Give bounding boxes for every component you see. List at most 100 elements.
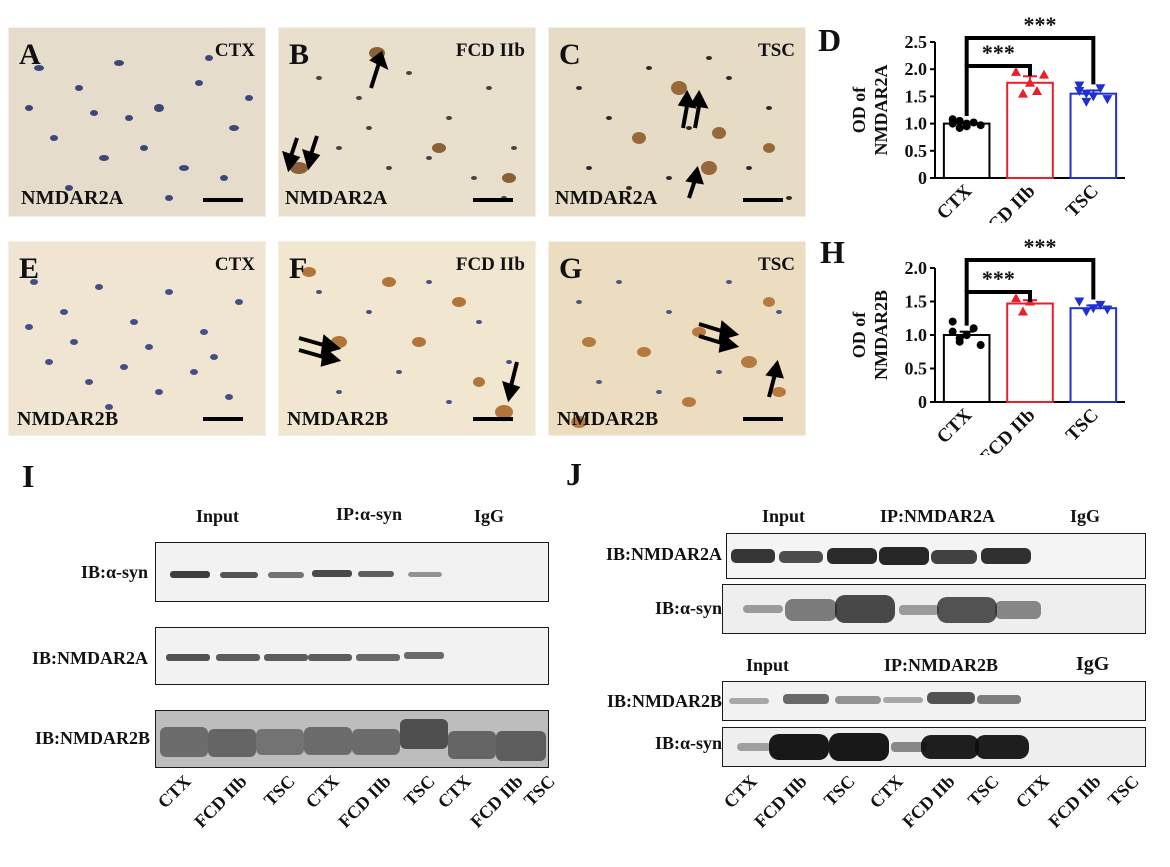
data-point bbox=[955, 123, 964, 132]
blot-j-bands-1 bbox=[731, 547, 1031, 565]
y-axis-label-line2: NMDAR2B bbox=[871, 290, 891, 380]
panel-letter-g: G bbox=[559, 252, 583, 285]
panel-letter-f: F bbox=[289, 252, 308, 285]
x-tick-label: CTX bbox=[933, 180, 976, 223]
data-point bbox=[1088, 92, 1099, 102]
stain-label-g: NMDAR2B bbox=[557, 408, 659, 430]
scale-bar-c bbox=[743, 198, 783, 202]
blot-i-band-nmdar2a bbox=[155, 627, 549, 685]
condition-label-c: TSC bbox=[758, 40, 795, 61]
data-point bbox=[1074, 86, 1085, 96]
scale-bar-b bbox=[473, 198, 513, 202]
stain-label-a: NMDAR2A bbox=[21, 187, 124, 209]
significance-label: *** bbox=[1024, 12, 1057, 37]
scale-bar-f bbox=[473, 417, 513, 421]
panel-letter-c: C bbox=[559, 38, 581, 71]
bar-chart-nmdar2b: 0 0.5 1.0 1.5 2.0 OD of NMDAR2B CTX FCD IIb TSC **… bbox=[849, 234, 1125, 455]
y-tick-label: 1.5 bbox=[905, 292, 928, 312]
scale-bar-g bbox=[743, 417, 783, 421]
y-tick-label: 2.0 bbox=[905, 258, 928, 278]
significance-bracket bbox=[964, 36, 1096, 85]
blot-i-bands-2 bbox=[166, 652, 444, 661]
y-tick-label: 1.0 bbox=[905, 325, 928, 345]
stain-label-f: NMDAR2B bbox=[287, 408, 389, 430]
blot-j-bands-2 bbox=[743, 595, 1041, 623]
blot-i-header-input: Input bbox=[196, 506, 240, 526]
x-tick-label: TSC bbox=[1062, 181, 1103, 222]
data-point bbox=[1018, 306, 1028, 316]
bar bbox=[1006, 81, 1054, 179]
data-point bbox=[955, 334, 964, 343]
y-tick-label: 2.0 bbox=[905, 59, 928, 79]
y-tick-label: 2.5 bbox=[905, 32, 928, 52]
data-point bbox=[948, 327, 957, 336]
x-tick-label: TSC bbox=[1062, 405, 1103, 446]
condition-label-e: CTX bbox=[214, 254, 255, 275]
blot-j-band-asyn-top bbox=[722, 584, 1146, 634]
data-point bbox=[1095, 84, 1106, 94]
panel-letter-b: B bbox=[289, 38, 310, 71]
data-point bbox=[955, 116, 964, 125]
x-tick-label: FCD IIb bbox=[976, 405, 1040, 455]
data-point bbox=[962, 331, 971, 339]
y-tick-label: 1.5 bbox=[905, 86, 928, 106]
bar-chart-nmdar2a: 0 0.5 1.0 1.5 2.0 2.5 OD of NMDAR2A CTX FCD IIb TS… bbox=[849, 12, 1125, 223]
x-tick-label: CTX bbox=[933, 404, 976, 447]
stain-label-c: NMDAR2A bbox=[555, 187, 658, 209]
blot-i-lane-3: TSC bbox=[259, 771, 299, 810]
data-point bbox=[976, 121, 985, 130]
blot-i-band-nmdar2b bbox=[155, 710, 549, 768]
blot-j-header-input-bottom: Input bbox=[746, 655, 790, 675]
panel-letter-e: E bbox=[19, 252, 40, 285]
data-point bbox=[1081, 89, 1092, 99]
y-axis-label-line1: OD of bbox=[849, 311, 869, 359]
y-tick-label: 1.0 bbox=[905, 114, 928, 134]
blot-i-header-igg: IgG bbox=[474, 506, 505, 526]
blot-j-header-input-top: Input bbox=[762, 506, 806, 526]
data-point bbox=[1018, 88, 1028, 98]
blot-j-lane-5: FCD IIb bbox=[898, 771, 959, 832]
data-point bbox=[1039, 69, 1049, 79]
cell-texture-a bbox=[25, 55, 253, 201]
blot-j-band-nmdar2a bbox=[726, 533, 1146, 579]
data-point bbox=[976, 341, 985, 350]
cell-texture-g bbox=[571, 280, 786, 428]
panel-letter-h: H bbox=[820, 234, 845, 270]
scale-bar-e bbox=[203, 417, 243, 421]
condition-label-f: FCD IIb bbox=[455, 254, 525, 275]
y-tick-label: 0.5 bbox=[905, 359, 928, 379]
blot-i-row-label-1: IB:α-syn bbox=[80, 562, 148, 582]
condition-label-a: CTX bbox=[214, 40, 255, 61]
y-tick-label: 0 bbox=[918, 168, 927, 188]
data-point bbox=[1102, 95, 1113, 105]
blot-j-lane-3: TSC bbox=[819, 771, 859, 810]
blot-i-lane-6: TSC bbox=[399, 771, 439, 810]
blot-j-row-label-3: IB:NMDAR2B bbox=[607, 691, 722, 711]
data-point bbox=[1011, 66, 1021, 76]
micrograph-e: E CTX NMDAR2B bbox=[8, 241, 266, 436]
micrograph-a: A CTX NMDAR2A bbox=[8, 27, 266, 217]
blot-j-header-ip-bottom: IP:NMDAR2B bbox=[884, 655, 998, 675]
y-tick-label: 0 bbox=[918, 392, 927, 412]
micrograph-b: B FCD IIb NMDAR2A bbox=[278, 27, 536, 217]
significance-label: *** bbox=[982, 40, 1015, 65]
blot-j-row-label-1: IB:NMDAR2A bbox=[606, 544, 722, 564]
significance-label: *** bbox=[1024, 234, 1057, 259]
data-point bbox=[1011, 293, 1021, 303]
cell-texture-c bbox=[576, 56, 792, 200]
bar bbox=[1069, 92, 1118, 179]
micrograph-f: F FCD IIb NMDAR2B bbox=[278, 241, 536, 436]
condition-label-g: TSC bbox=[758, 254, 795, 275]
blot-j-lane-6: TSC bbox=[963, 771, 1003, 810]
micrograph-g: G TSC NMDAR2B bbox=[548, 241, 806, 436]
data-point bbox=[962, 119, 971, 128]
blot-j-header-igg-top: IgG bbox=[1070, 506, 1101, 526]
blot-i-row-label-3: IB:NMDAR2B bbox=[35, 728, 150, 748]
x-tick-label: FCD IIb bbox=[976, 181, 1040, 223]
micrograph-c: C TSC NMDAR2A bbox=[548, 27, 806, 217]
blot-j-band-asyn-bottom bbox=[722, 727, 1146, 767]
stain-label-e: NMDAR2B bbox=[17, 408, 119, 430]
blot-i-lane-2: FCD IIb bbox=[190, 771, 251, 832]
data-point bbox=[1095, 300, 1106, 310]
blot-i-lane-1: CTX bbox=[153, 771, 195, 813]
